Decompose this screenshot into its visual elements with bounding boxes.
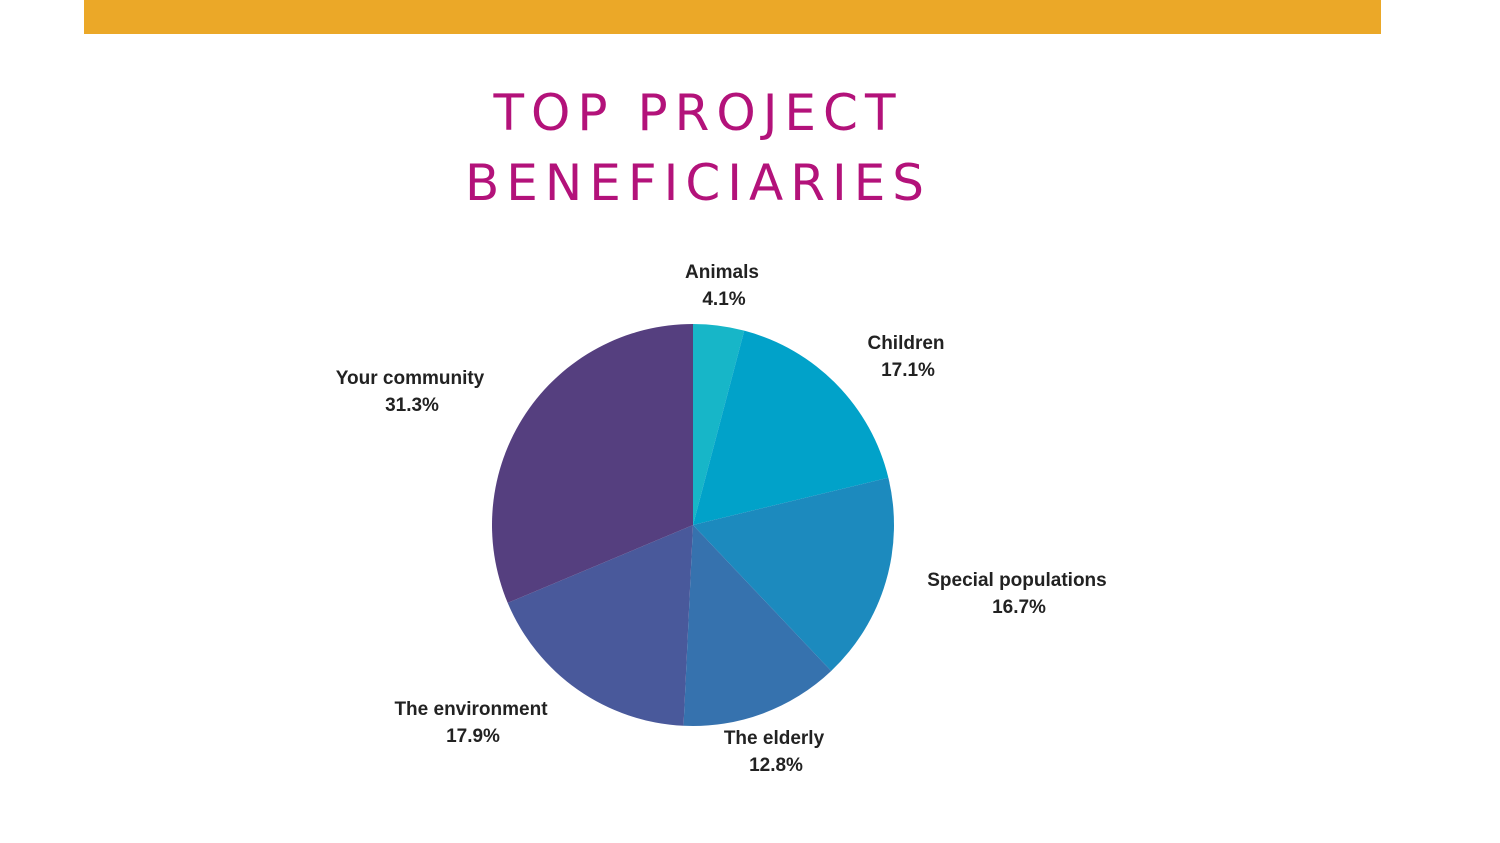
slice-value-your-community: 31.3% — [385, 395, 439, 416]
slice-value-animals: 4.1% — [702, 289, 745, 310]
pie-slice-animals — [693, 324, 745, 525]
pie-slice-the-elderly — [683, 525, 832, 727]
slice-label-animals: Animals — [685, 262, 759, 283]
slice-label-your-community: Your community — [336, 368, 485, 389]
slice-value-children: 17.1% — [881, 360, 935, 381]
pie-slices — [492, 324, 894, 727]
chart-title-line-2: BENEFICIARIES — [464, 154, 932, 212]
pie-labels: Animals 4.1% Children 17.1% Special populati… — [336, 262, 1107, 776]
chart-title: TOP PROJECT BENEFICIARIES — [0, 78, 1396, 218]
pie-slice-your-community — [492, 324, 693, 603]
pie-slice-special-populations — [693, 477, 894, 671]
pie-slice-children — [693, 330, 889, 525]
slice-label-children: Children — [867, 333, 944, 354]
top-accent-bar — [84, 0, 1381, 34]
chart-title-line-1: TOP PROJECT — [493, 84, 903, 142]
pie-slice-the-environment — [507, 525, 693, 726]
slice-label-the-elderly: The elderly — [724, 728, 825, 749]
slice-label-the-environment: The environment — [394, 699, 548, 720]
slice-label-special-populations: Special populations — [927, 570, 1106, 591]
slice-value-the-environment: 17.9% — [446, 726, 500, 747]
slice-value-special-populations: 16.7% — [992, 597, 1046, 618]
slice-value-the-elderly: 12.8% — [749, 755, 803, 776]
